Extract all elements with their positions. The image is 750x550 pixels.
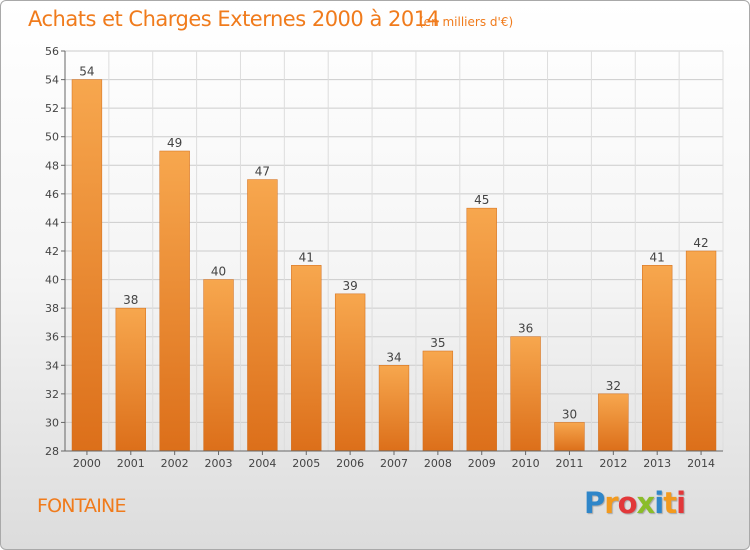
x-tick-label: 2001 [117, 457, 145, 470]
data-label: 45 [474, 193, 489, 207]
data-label: 54 [79, 65, 94, 79]
x-tick-label: 2006 [336, 457, 364, 470]
data-label: 41 [650, 250, 665, 264]
data-label: 49 [167, 136, 182, 150]
y-tick-label: 44 [45, 216, 59, 229]
y-tick-label: 42 [45, 245, 59, 258]
logo-letter: x [636, 486, 656, 520]
bar [422, 350, 454, 452]
y-tick-label: 56 [45, 45, 59, 58]
x-tick-label: 2013 [643, 457, 671, 470]
x-tick-label: 2008 [424, 457, 452, 470]
data-label: 41 [299, 250, 314, 264]
y-tick-label: 36 [45, 331, 59, 344]
data-label: 40 [211, 265, 226, 279]
y-tick-label: 32 [45, 388, 59, 401]
logo-letter: P [584, 486, 605, 520]
data-label: 36 [518, 322, 533, 336]
chart-subtitle: (en milliers d'€) [419, 15, 514, 29]
logo-letter: r [604, 486, 618, 520]
logo-letter: i [654, 486, 664, 520]
x-tick-label: 2005 [292, 457, 320, 470]
bar [642, 265, 673, 452]
data-label: 35 [430, 336, 445, 350]
x-tick-label: 2004 [248, 457, 276, 470]
logo-letter: t [663, 486, 677, 520]
city-name: FONTAINE [37, 495, 126, 517]
x-tick-label: 2002 [161, 457, 189, 470]
x-tick-label: 2000 [73, 457, 101, 470]
y-tick-label: 30 [45, 416, 59, 429]
x-tick-label: 2011 [555, 457, 583, 470]
bar [71, 79, 103, 452]
bar [510, 336, 541, 452]
x-tick-label: 2012 [599, 457, 627, 470]
bar [334, 293, 366, 452]
data-label: 39 [342, 279, 357, 293]
y-tick-label: 34 [45, 359, 59, 372]
data-label: 38 [123, 293, 138, 307]
x-tick-label: 2010 [512, 457, 540, 470]
data-label: 30 [562, 407, 577, 421]
x-tick-label: 2007 [380, 457, 408, 470]
bar [598, 393, 629, 452]
x-tick-label: 2009 [468, 457, 496, 470]
data-label: 47 [255, 165, 270, 179]
bar [554, 422, 585, 452]
x-tick-label: 2014 [687, 457, 715, 470]
logo-letter: o [617, 486, 638, 520]
y-tick-label: 50 [45, 131, 59, 144]
bar [466, 207, 497, 452]
proxiti-logo: Proxiti [584, 486, 686, 520]
bar [378, 365, 410, 452]
axes: 28 30 32 34 36 38 40 42 44 46 48 50 52 54 56 2000 2001 20… [45, 45, 723, 470]
y-tick-label: 46 [45, 188, 59, 201]
bar [115, 307, 146, 452]
chart-title: Achats et Charges Externes 2000 à 2014 [28, 7, 440, 31]
data-label: 32 [606, 379, 621, 393]
x-tick-label: 2003 [205, 457, 233, 470]
y-tick-label: 48 [45, 159, 59, 172]
data-label: 34 [386, 350, 401, 364]
bar [291, 265, 322, 452]
bar [159, 150, 190, 452]
logo-letter: i [676, 486, 686, 520]
y-tick-label: 40 [45, 274, 59, 287]
data-label: 42 [693, 236, 708, 250]
bars [71, 79, 717, 452]
y-tick-label: 38 [45, 302, 59, 315]
y-tick-label: 52 [45, 102, 59, 115]
bar [685, 250, 717, 452]
bar [203, 279, 234, 452]
y-tick-label: 54 [45, 74, 59, 87]
bar [247, 179, 278, 452]
y-tick-label: 28 [45, 445, 59, 458]
data-labels: 54 38 49 40 47 41 39 34 35 45 36 30 32 41 42 [79, 65, 708, 422]
